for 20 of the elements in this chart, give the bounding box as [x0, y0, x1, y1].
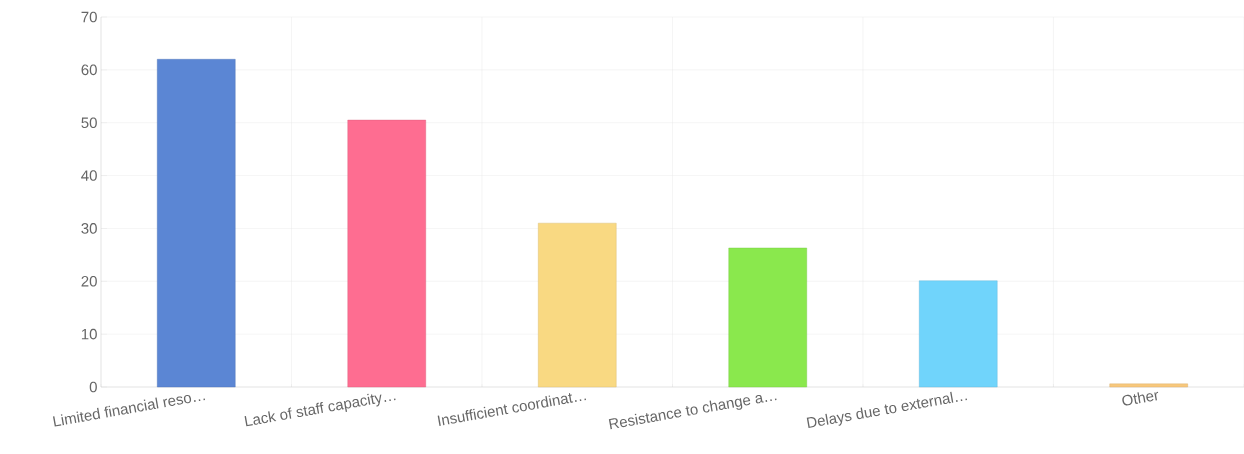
x-tick-label: Limited financial reso… — [52, 394, 206, 427]
x-tick-label: Lack of staff capacity… — [244, 393, 396, 427]
bar — [347, 119, 426, 388]
y-tick-label: 10 — [81, 328, 97, 340]
y-tick-label: 70 — [81, 11, 97, 23]
bar — [157, 59, 236, 388]
x-tick-label: Delays due to external… — [806, 391, 968, 428]
bar — [728, 247, 807, 388]
bar — [538, 222, 617, 388]
bar — [919, 280, 998, 388]
y-tick-label: 20 — [81, 275, 97, 287]
y-tick-label: 0 — [89, 381, 97, 393]
x-tick-label: Resistance to change a… — [608, 395, 777, 430]
y-tick-label: 50 — [81, 117, 97, 129]
y-tick-label: 30 — [81, 223, 97, 234]
x-tick-label: Insufficient coordinat… — [437, 393, 587, 426]
y-tick-label: 60 — [81, 64, 97, 76]
y-tick-label: 40 — [81, 170, 97, 181]
bar — [1109, 383, 1188, 388]
x-tick-label: Other — [1122, 391, 1159, 406]
